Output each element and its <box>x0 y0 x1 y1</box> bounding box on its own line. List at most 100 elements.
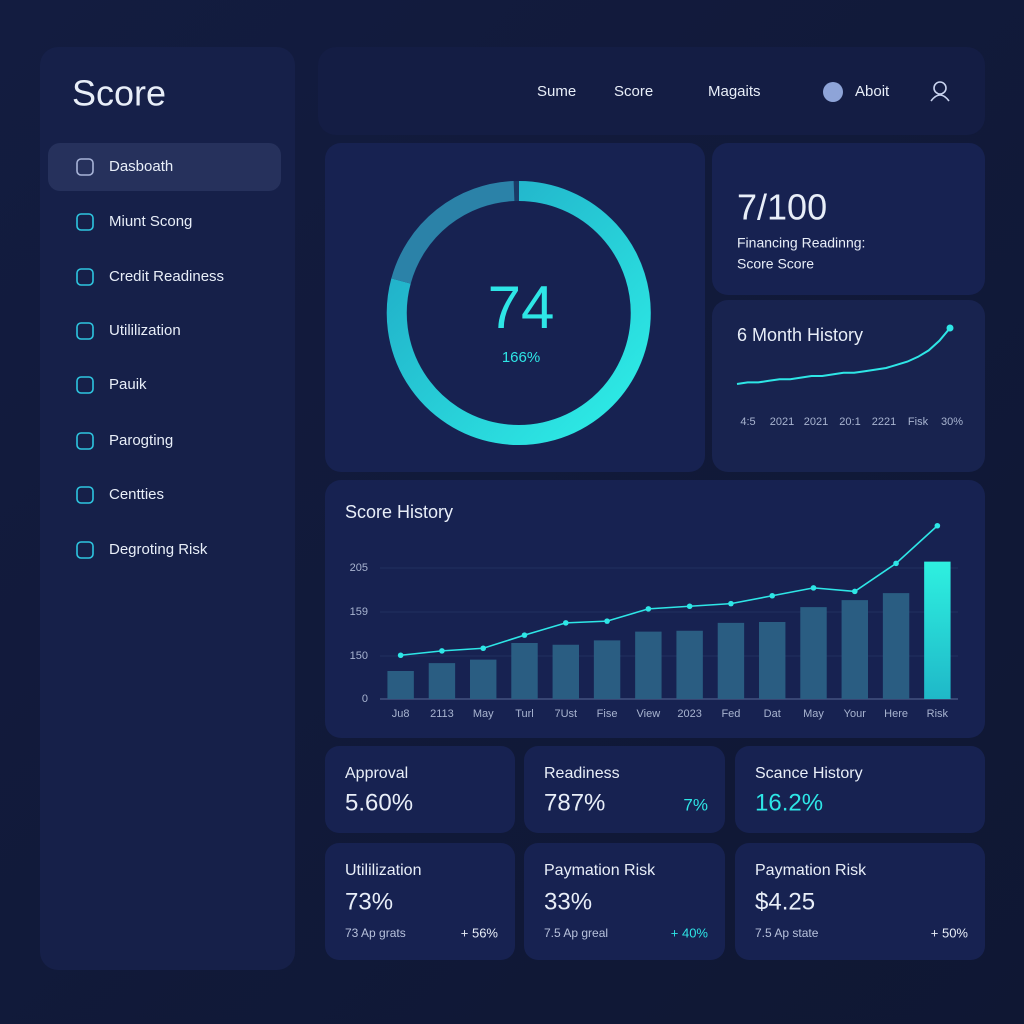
topnav-icon[interactable] <box>823 82 843 102</box>
sparkline-dot <box>946 324 954 332</box>
line-point <box>645 606 652 612</box>
score-value: 74 <box>488 274 555 341</box>
sparkline-panel <box>712 300 985 472</box>
stat-card <box>735 843 985 960</box>
bar <box>387 671 414 699</box>
card-note: 7.5 Ap state <box>755 926 819 940</box>
nav-icon <box>76 322 94 340</box>
x-tick-label: Ju8 <box>392 708 410 720</box>
nav-item[interactable]: Utililization <box>109 322 181 339</box>
line <box>400 525 938 657</box>
sparkline-title: 6 Month History <box>737 325 863 345</box>
bar <box>635 631 662 699</box>
x-tick-label: Risk <box>927 708 949 720</box>
bar <box>759 622 786 699</box>
stat-card <box>325 746 515 833</box>
nav-item[interactable]: Centties <box>109 486 164 503</box>
score-caption: Score Score <box>737 256 814 272</box>
line-point <box>604 618 610 624</box>
card-delta: + 40% <box>671 925 709 940</box>
bar <box>882 593 910 699</box>
topnav-item[interactable]: Score <box>614 83 653 100</box>
sparkline <box>736 327 951 385</box>
nav-icon <box>76 213 94 231</box>
nav-item[interactable]: Degroting Risk <box>109 541 208 558</box>
y-axis-label: 0 <box>362 693 368 705</box>
bar <box>924 561 951 699</box>
x-tick-label: Your <box>844 708 867 720</box>
x-tick-label: 2023 <box>677 708 701 720</box>
sparkline-label: 30% <box>941 416 963 428</box>
x-tick-label: View <box>637 708 661 720</box>
card-title: Readiness <box>544 765 620 782</box>
topnav-item[interactable]: Magaits <box>708 83 761 100</box>
card-value: 5.60% <box>345 789 413 816</box>
nav-icon <box>76 268 94 286</box>
app-title: Score <box>72 73 166 114</box>
x-tick-label: Fed <box>721 708 740 720</box>
bar <box>511 643 538 699</box>
card-value: 33% <box>544 888 592 915</box>
y-axis-label: 205 <box>350 562 368 574</box>
sparkline-label: 2021 <box>770 416 794 428</box>
bar <box>428 663 456 699</box>
line-point <box>728 600 734 607</box>
score-caption: Financing Readinng: <box>737 235 865 251</box>
x-tick-label: Fise <box>597 708 618 720</box>
card-note: 7.5 Ap greal <box>544 926 608 940</box>
sparkline-label: 20:1 <box>839 416 860 428</box>
topnav-item[interactable]: Sume <box>537 83 576 100</box>
nav-item[interactable]: Parogting <box>109 432 173 449</box>
stat-card <box>524 843 725 960</box>
nav-item[interactable]: Credit Readiness <box>109 268 224 285</box>
nav-active <box>48 143 281 191</box>
card-delta: + 50% <box>931 925 969 940</box>
line-point <box>810 585 817 591</box>
bar <box>593 640 621 699</box>
stat-card <box>735 746 985 833</box>
gauge-arc-dim <box>391 181 515 284</box>
sparkline-label: 4:5 <box>740 416 755 428</box>
user-icon[interactable] <box>930 94 950 102</box>
nav-icon <box>76 541 94 559</box>
bar <box>800 607 827 699</box>
line-point <box>480 645 487 652</box>
x-tick-label: May <box>473 708 494 720</box>
card-value: $4.25 <box>755 888 815 915</box>
card-value: 787% <box>544 789 605 816</box>
nav-icon <box>76 432 94 450</box>
sparkline-label: 2021 <box>804 416 828 428</box>
user-icon[interactable] <box>933 81 947 95</box>
card-title: Utililization <box>345 862 421 879</box>
x-tick-label: 7Ust <box>554 708 577 720</box>
nav-item[interactable]: Miunt Scong <box>109 213 192 230</box>
topnav-panel <box>318 47 985 135</box>
bar <box>841 600 868 699</box>
bar <box>676 630 703 699</box>
y-axis-label: 159 <box>350 606 368 618</box>
chart-title: Score History <box>345 502 453 522</box>
card-note: 73 Ap grats <box>345 926 406 940</box>
sidebar <box>40 47 295 970</box>
score-sub: 166% <box>502 349 540 366</box>
line-point <box>439 648 445 654</box>
line-point <box>562 620 569 626</box>
line-point <box>934 522 941 529</box>
topnav-item[interactable]: Aboit <box>855 83 890 100</box>
y-axis-label: 150 <box>350 650 368 662</box>
bar <box>717 622 745 699</box>
stat-card <box>524 746 725 833</box>
nav-item[interactable]: Pauik <box>109 376 147 393</box>
x-tick-label: Turl <box>515 708 534 720</box>
stat-card <box>325 843 515 960</box>
nav-icon <box>76 158 94 176</box>
nav-icon <box>76 376 94 394</box>
line-point <box>851 588 858 595</box>
nav-item[interactable]: Dasboath <box>109 158 173 175</box>
card-title: Approval <box>345 765 408 782</box>
card-title: Scance History <box>755 765 863 782</box>
bar <box>552 644 579 699</box>
bar <box>470 659 497 699</box>
card-title: Paymation Risk <box>755 862 867 879</box>
